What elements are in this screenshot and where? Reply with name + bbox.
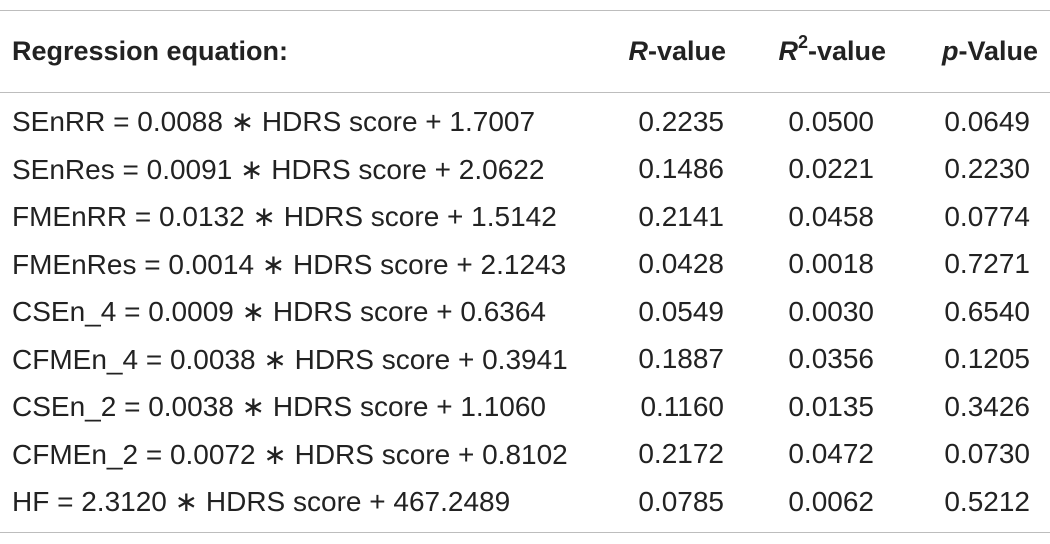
r-value-cell: 0.1160 [640,390,724,422]
r-value-cell: 0.2235 [638,105,724,137]
equation-cell: CFMEn_2 = 0.0072 ∗ HDRS score + 0.8102 [12,438,568,470]
header-row: Regression equation: R-value R2-value p-… [0,11,1050,92]
p-value-cell: 0.1205 [944,343,1030,375]
r-value-cell: 0.0785 [638,485,724,517]
header-p-suffix: -Value [958,36,1038,66]
table-row: SEnRR = 0.0088 ∗ HDRS score + 1.7007 0.22… [0,92,1050,146]
p-value-cell: 0.0774 [944,200,1030,232]
table-row: FMEnRR = 0.0132 ∗ HDRS score + 1.5142 0.2… [0,193,1050,241]
table-row: CFMEn_4 = 0.0038 ∗ HDRS score + 0.3941 0.… [0,336,1050,384]
table-row: HF = 2.3120 ∗ HDRS score + 467.2489 0.078… [0,478,1050,526]
r2-value-cell: 0.0018 [788,248,874,280]
r2-value-cell: 0.0472 [788,438,874,470]
header-r2-symbol: R [778,36,798,66]
bottom-rule [0,532,1050,533]
header-r-value: R-value [600,11,730,92]
p-value-cell: 0.6540 [944,295,1030,327]
p-value-cell: 0.0730 [944,438,1030,470]
r-value-cell: 0.2141 [638,200,724,232]
r-value-cell: 0.1887 [638,343,724,375]
r-value-cell: 0.0428 [638,248,724,280]
table-row: FMEnRes = 0.0014 ∗ HDRS score + 2.1243 0.… [0,241,1050,289]
equation-cell: CSEn_4 = 0.0009 ∗ HDRS score + 0.6364 [12,296,546,328]
header-r2-exponent: 2 [797,32,808,52]
header-p-value: p-Value [890,11,1050,92]
p-value-cell: 0.7271 [944,248,1030,280]
r2-value-cell: 0.0030 [788,295,874,327]
r2-value-cell: 0.0458 [788,200,874,232]
table-row: CFMEn_2 = 0.0072 ∗ HDRS score + 0.8102 0.… [0,431,1050,479]
header-r-suffix: -value [647,36,726,66]
equation-cell: HF = 2.3120 ∗ HDRS score + 467.2489 [12,486,511,518]
p-value-cell: 0.0649 [944,105,1030,137]
table-row: SEnRes = 0.0091 ∗ HDRS score + 2.0622 0.1… [0,146,1050,194]
r2-value-cell: 0.0221 [788,153,874,185]
table-row: CSEn_2 = 0.0038 ∗ HDRS score + 1.1060 0.1… [0,383,1050,431]
regression-table: Regression equation: R-value R2-value p-… [0,11,1050,526]
header-p-symbol: p [941,36,959,66]
table-body: SEnRR = 0.0088 ∗ HDRS score + 1.7007 0.22… [0,92,1050,526]
r2-value-cell: 0.0356 [788,343,874,375]
r2-value-cell: 0.0500 [788,105,874,137]
top-rule [0,10,1050,11]
equation-cell: SEnRes = 0.0091 ∗ HDRS score + 2.0622 [12,153,545,185]
r-value-cell: 0.0549 [638,295,724,327]
equation-cell: CFMEn_4 = 0.0038 ∗ HDRS score + 0.3941 [12,343,568,375]
p-value-cell: 0.3426 [944,390,1030,422]
r2-value-cell: 0.0135 [788,390,874,422]
header-r2-suffix: -value [807,36,886,66]
equation-cell: FMEnRes = 0.0014 ∗ HDRS score + 2.1243 [12,248,567,280]
equation-cell: CSEn_2 = 0.0038 ∗ HDRS score + 1.1060 [12,391,546,423]
p-value-cell: 0.5212 [944,485,1030,517]
header-rule [0,92,1050,93]
r-value-cell: 0.1486 [638,153,724,185]
table-header: Regression equation: R-value R2-value p-… [0,11,1050,92]
r-value-cell: 0.2172 [638,438,724,470]
header-r2-value: R2-value [730,11,890,92]
p-value-cell: 0.2230 [944,153,1030,185]
header-equation: Regression equation: [12,36,289,66]
equation-cell: FMEnRR = 0.0132 ∗ HDRS score + 1.5142 [12,201,557,233]
header-r-symbol: R [628,36,648,66]
r2-value-cell: 0.0062 [788,485,874,517]
equation-cell: SEnRR = 0.0088 ∗ HDRS score + 1.7007 [12,106,536,138]
table-row: CSEn_4 = 0.0009 ∗ HDRS score + 0.6364 0.0… [0,288,1050,336]
